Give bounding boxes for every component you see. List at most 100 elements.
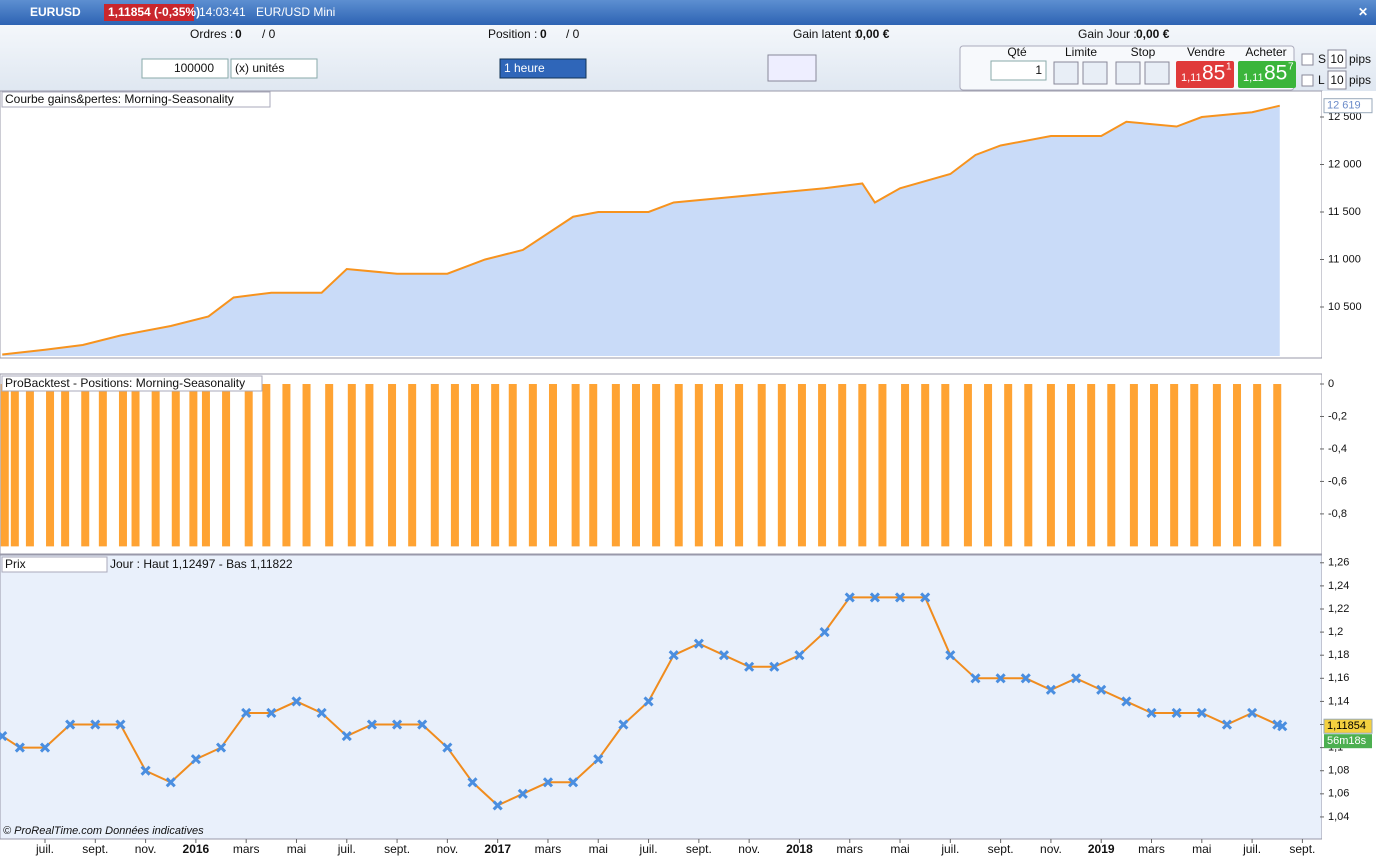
l-checkbox[interactable] (1301, 74, 1314, 87)
position-bar (347, 384, 356, 547)
price-marker (1146, 707, 1157, 719)
position-bar (1087, 384, 1096, 547)
position-bar (222, 384, 231, 547)
position-bar (1273, 384, 1282, 547)
y-tick-label: 1,08 (1328, 765, 1349, 777)
x-tick-label: mai (287, 842, 306, 856)
x-tick-label: mars (1138, 842, 1165, 856)
position-bar (61, 384, 70, 547)
position-bar (325, 384, 334, 547)
s-pips-input[interactable] (1327, 49, 1347, 69)
position-bar (365, 384, 374, 547)
price-marker (492, 800, 503, 811)
position-total: / 0 (566, 27, 580, 41)
position-bar (735, 384, 744, 547)
position-bar (1129, 384, 1138, 547)
buy-price-big: 1,11 (1243, 72, 1264, 84)
title-bar (0, 0, 1376, 25)
y-tick-label: -0,4 (1328, 443, 1347, 455)
gain-latent-label: Gain latent : (793, 27, 858, 41)
position-bar (921, 384, 930, 547)
timeframe-select[interactable] (499, 58, 587, 79)
position-bar (838, 384, 847, 547)
countdown: 56m18s (1327, 735, 1367, 747)
s-checkbox[interactable] (1301, 53, 1314, 66)
sell-price-small: 1 (1226, 62, 1232, 73)
last-value: 12 619 (1327, 100, 1361, 112)
y-tick-label: 11 500 (1328, 206, 1361, 218)
position-bar (1067, 384, 1076, 547)
chart-type-button[interactable] (767, 54, 817, 82)
limit-buy[interactable] (1053, 61, 1079, 85)
x-tick-label: mai (1192, 842, 1211, 856)
sell-label: Vendre (1187, 45, 1225, 59)
position-bar (244, 384, 253, 547)
y-tick-label: -0,2 (1328, 410, 1347, 422)
position-bar (818, 384, 827, 547)
x-tick-label: nov. (738, 842, 760, 856)
y-tick-label: 1,22 (1328, 603, 1349, 615)
position-bar (1024, 384, 1033, 547)
close-button[interactable]: ✕ (1358, 5, 1368, 19)
stop-buy[interactable] (1115, 61, 1141, 85)
positions-chart: 0 -0,2 -0,4 -0,6 -0,8 (0, 378, 1347, 547)
credit: © ProRealTime.com Données indicatives (3, 825, 204, 837)
buy-price-small: 7 (1288, 62, 1294, 73)
price-marker (1121, 696, 1132, 707)
qty-input[interactable] (990, 60, 1047, 81)
buy-button[interactable] (1238, 61, 1296, 88)
buy-price-mid: 85 (1264, 62, 1287, 85)
symbol[interactable]: EURUSD (30, 5, 81, 19)
y-tick-label: 1,14 (1328, 695, 1349, 707)
price-marker (542, 777, 554, 788)
x-tick-label: sept. (988, 842, 1014, 856)
price-marker (844, 592, 855, 603)
position-bar (98, 384, 107, 547)
y-tick-label: 11 000 (1328, 253, 1361, 265)
equity-line (2, 104, 1280, 356)
price-marker (894, 592, 906, 603)
price-chart: 1,041,061,081,11,121,141,161,181,21,221,… (0, 557, 1373, 823)
position-bar (963, 384, 972, 547)
position-bar (491, 384, 500, 547)
position-bar (1107, 384, 1116, 547)
l-pips-input[interactable] (1327, 70, 1347, 90)
x-tick-label: 2016 (183, 842, 210, 856)
price-marker (316, 707, 327, 719)
price-marker (517, 788, 528, 799)
y-tick-label: 1,24 (1328, 580, 1349, 592)
price-marker (643, 696, 654, 707)
stop-sell[interactable] (1144, 61, 1170, 85)
price-marker (442, 742, 453, 753)
quantity-input[interactable] (141, 58, 229, 79)
price-marker (65, 719, 76, 730)
price-marker (291, 696, 302, 707)
position-bar (901, 384, 910, 547)
position-bar (1150, 384, 1159, 547)
price-marker (970, 673, 981, 684)
price-marker (819, 627, 830, 638)
y-tick-label: 0 (1328, 378, 1334, 390)
limit-sell[interactable] (1082, 61, 1108, 85)
price-marker (165, 777, 176, 788)
price-marker (920, 592, 931, 603)
last-value-box (1323, 718, 1373, 734)
price-panel (0, 554, 1323, 840)
position-bar (777, 384, 786, 547)
s-pips: 10 (1330, 52, 1344, 66)
x-tick-label: mai (890, 842, 909, 856)
x-tick-label: mai (589, 842, 608, 856)
instrument: EUR/USD Mini (256, 5, 335, 19)
x-tick-label: 2017 (484, 842, 511, 856)
position-bar (571, 384, 580, 547)
units-select[interactable] (230, 58, 318, 79)
price-marker (115, 719, 126, 730)
buy-label: Acheter (1245, 45, 1286, 59)
x-tick-label: juil. (35, 842, 54, 856)
sell-button[interactable] (1176, 61, 1234, 88)
position-bar (430, 384, 439, 547)
position-bar (151, 384, 160, 547)
price-title: Prix (5, 557, 26, 571)
